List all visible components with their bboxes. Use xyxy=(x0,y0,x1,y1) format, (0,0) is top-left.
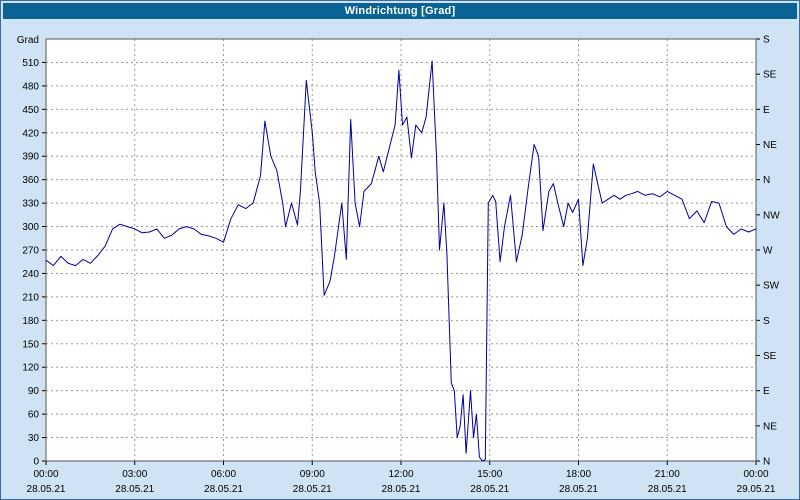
y-right-tick-label: E xyxy=(763,105,770,116)
x-tick-time-label: 12:00 xyxy=(388,469,413,480)
y-left-tick-label: 210 xyxy=(22,292,39,303)
y-left-tick-label: 360 xyxy=(22,175,39,186)
x-tick-time-label: 09:00 xyxy=(300,469,325,480)
y-left-tick-label: 420 xyxy=(22,128,39,139)
wind-direction-line xyxy=(45,60,757,462)
x-tick-time-label: 03:00 xyxy=(122,469,147,480)
x-tick-date-label: 28.05.21 xyxy=(648,484,687,495)
y-right-tick-label: W xyxy=(763,246,773,257)
x-tick-date-label: 28.05.21 xyxy=(115,484,154,495)
y-left-tick-label: 30 xyxy=(28,433,40,444)
y-right-tick-label: SW xyxy=(763,281,780,292)
x-tick-date-label: 28.05.21 xyxy=(293,484,332,495)
x-tick-time-label: 06:00 xyxy=(211,469,236,480)
x-tick-date-label: 28.05.21 xyxy=(559,484,598,495)
y-right-tick-label: S xyxy=(763,35,770,46)
x-tick-time-label: 00:00 xyxy=(743,469,768,480)
y-left-tick-label: 390 xyxy=(22,152,39,163)
x-tick-time-label: 15:00 xyxy=(477,469,502,480)
y-left-tick-label: 90 xyxy=(28,386,40,397)
y-left-tick-label: 180 xyxy=(22,316,39,327)
x-tick-date-label: 28.05.21 xyxy=(470,484,509,495)
y-left-tick-label: 270 xyxy=(22,246,39,257)
y-left-tick-label: 510 xyxy=(22,58,39,69)
y-right-tick-label: SE xyxy=(763,351,777,362)
x-tick-date-label: 29.05.21 xyxy=(737,484,776,495)
y-left-tick-label: 300 xyxy=(22,222,39,233)
y-axis-unit-label: Grad xyxy=(17,35,39,46)
window-title: Windrichtung [Grad] xyxy=(344,5,456,17)
x-tick-date-label: 28.05.21 xyxy=(27,484,66,495)
y-left-tick-label: 480 xyxy=(22,81,39,92)
x-tick-time-label: 18:00 xyxy=(566,469,591,480)
y-left-tick-label: 60 xyxy=(28,410,40,421)
y-left-tick-label: 450 xyxy=(22,105,39,116)
y-right-tick-label: NE xyxy=(763,140,777,151)
y-left-tick-label: 240 xyxy=(22,269,39,280)
x-tick-time-label: 00:00 xyxy=(33,469,58,480)
x-tick-date-label: 28.05.21 xyxy=(382,484,421,495)
y-left-tick-label: 0 xyxy=(33,457,39,468)
y-left-tick-label: 330 xyxy=(22,199,39,210)
x-tick-date-label: 28.05.21 xyxy=(204,484,243,495)
y-right-tick-label: S xyxy=(763,316,770,327)
y-right-tick-label: NE xyxy=(763,421,777,432)
x-tick-time-label: 21:00 xyxy=(655,469,680,480)
y-left-tick-label: 150 xyxy=(22,339,39,350)
y-right-tick-label: N xyxy=(763,457,770,468)
y-left-tick-label: 120 xyxy=(22,363,39,374)
y-right-tick-label: N xyxy=(763,175,770,186)
window-titlebar: Windrichtung [Grad] xyxy=(3,3,797,19)
y-right-tick-label: SE xyxy=(763,70,777,81)
plot-border xyxy=(45,38,757,462)
y-right-tick-label: E xyxy=(763,386,770,397)
y-right-tick-label: NW xyxy=(763,210,780,221)
